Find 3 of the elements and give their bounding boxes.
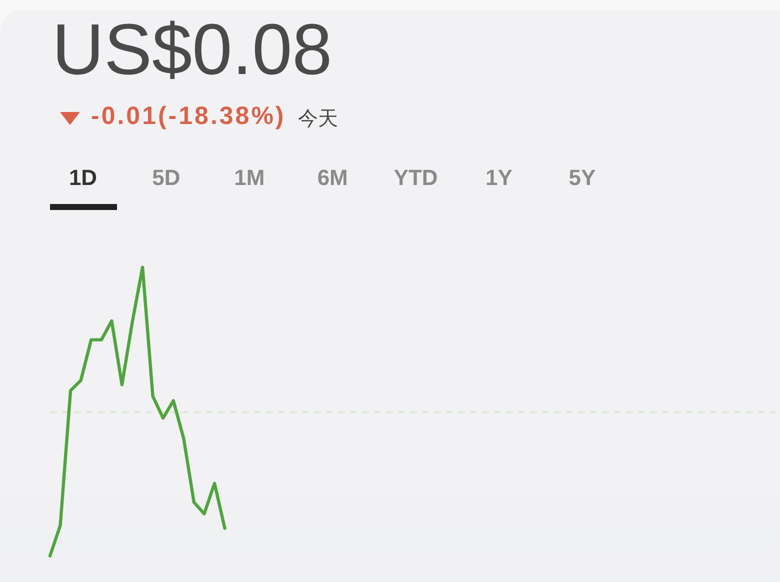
title: US$0.08: [52, 10, 332, 90]
subtitle: -0.01(-18.38%): [91, 102, 286, 130]
annotation: 今天: [298, 108, 338, 130]
